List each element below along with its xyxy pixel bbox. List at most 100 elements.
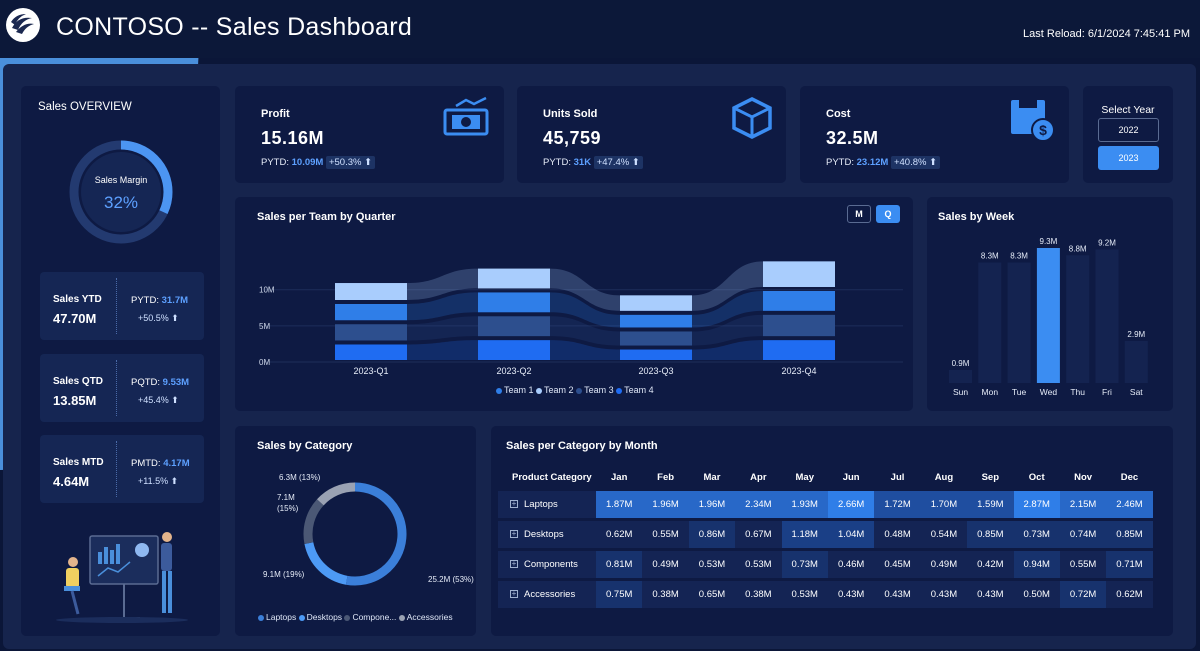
week-bar[interactable] <box>978 262 1002 383</box>
value-cell: 0.73M <box>1013 521 1060 548</box>
value-cell: 0.43M <box>920 581 968 608</box>
month-toggle-button[interactable]: M <box>847 205 871 223</box>
value-cell: 0.43M <box>827 581 875 608</box>
units-sold-value: 45,759 <box>543 128 602 148</box>
team-bar-segment[interactable] <box>763 340 835 360</box>
ribbon <box>407 340 478 360</box>
weekday-label: Sun <box>953 387 968 397</box>
week-bar[interactable] <box>1007 262 1031 383</box>
category-slice[interactable] <box>317 482 356 506</box>
team-bar-segment[interactable] <box>763 314 835 337</box>
expand-icon[interactable]: + <box>510 499 518 509</box>
quarter-toggle-button[interactable]: Q <box>876 205 900 223</box>
team-bar-segment[interactable] <box>335 324 407 341</box>
category-slice[interactable] <box>303 499 324 544</box>
category-month-table: Product Category Jan Feb Mar Apr May Jun Jul Au… <box>498 463 1153 611</box>
team-bar-segment[interactable] <box>335 283 407 301</box>
contoso-logo-icon <box>6 8 40 42</box>
table-header-row: Product Category Jan Feb Mar Apr May Jun Jul Au… <box>498 466 1153 488</box>
week-bar-label: 2.9M <box>1127 330 1145 339</box>
team-bar-segment[interactable] <box>620 314 692 328</box>
expand-icon[interactable]: + <box>510 559 518 569</box>
value-cell: 0.42M <box>967 551 1014 578</box>
team-bar-segment[interactable] <box>335 344 407 360</box>
week-bar[interactable] <box>1066 255 1090 383</box>
value-cell: 0.43M <box>967 581 1014 608</box>
value-cell: 0.38M <box>642 581 689 608</box>
team-bar-segment[interactable] <box>478 292 550 313</box>
month-header: Jul <box>890 471 905 483</box>
team-bar-segment[interactable] <box>763 261 835 287</box>
category-cell[interactable]: + Components <box>498 551 596 578</box>
legend-team1: Team 1 <box>496 385 534 395</box>
category-label: Components <box>524 559 578 570</box>
value-cell: 0.53M <box>781 581 828 608</box>
team-bar-segment[interactable] <box>478 268 550 289</box>
weekday-label: Wed <box>1040 387 1058 397</box>
team-legend: Team 1 Team 2 Team 3 Team 4 <box>496 385 654 395</box>
category-label: Laptops <box>524 499 558 510</box>
year-2023-button[interactable]: 2023 <box>1098 146 1159 170</box>
pytd-text: PYTD: 31.7M <box>131 295 189 306</box>
ribbon <box>692 314 763 346</box>
team-bar-segment[interactable] <box>335 304 407 321</box>
team-bar-segment[interactable] <box>620 295 692 311</box>
value-cell: 0.85M <box>967 521 1014 548</box>
week-bar[interactable] <box>1124 340 1148 383</box>
value-cell: 1.70M <box>920 491 968 518</box>
week-bar[interactable] <box>1095 249 1119 383</box>
team-bar-segment[interactable] <box>763 290 835 311</box>
pmtd-text: PMTD: 4.17M <box>131 458 190 469</box>
value-cell: 0.49M <box>920 551 968 578</box>
divider <box>116 441 117 497</box>
team-bar-segment[interactable] <box>620 331 692 346</box>
sales-by-week-chart: 0.9M Sun 8.3M Mon 8.3M Tue 9.3M Wed 8.8M Thu 9.2M F… <box>949 237 1148 397</box>
year-2022-button[interactable]: 2022 <box>1098 118 1159 142</box>
value-cell: 0.50M <box>1013 581 1060 608</box>
category-slice[interactable] <box>304 541 348 585</box>
week-bar-label: 8.8M <box>1069 244 1087 253</box>
category-data-label: 6.3M (13%) <box>279 473 321 482</box>
svg-text:$: $ <box>1039 122 1047 138</box>
category-cell[interactable]: + Desktops <box>498 521 596 548</box>
table-row: + Accessories 0.75M 0.38M 0.65M 0.38M 0.53M 0.4… <box>498 581 1153 608</box>
header: CONTOSO -- Sales Dashboard Last Reload: … <box>0 0 1200 58</box>
week-bar[interactable] <box>949 369 972 383</box>
team-bar-segment[interactable] <box>620 349 692 360</box>
people-illustration <box>56 532 188 623</box>
table-row: + Laptops 1.87M 1.96M 1.96M 2.34M 1.93M 2.66M 1.… <box>498 491 1153 518</box>
cost-card: Cost 32.5M PYTD: 23.12M +40.8% ⬆ $ <box>800 86 1069 183</box>
sales-by-category-chart: 25.2M (53%) 9.1M (19%) 7.1M (15%) 6.3M (13%) <box>263 473 474 586</box>
expand-icon[interactable]: + <box>510 529 518 539</box>
table-row: + Desktops 0.62M 0.55M 0.86M 0.67M 1.18M 1.04M 0… <box>498 521 1153 548</box>
units-pytd-value: 31K <box>573 157 592 168</box>
expand-icon[interactable]: + <box>510 589 518 599</box>
sales-mtd-label: Sales MTD <box>53 457 104 468</box>
legend-team4: Team 4 <box>616 385 654 395</box>
month-header: May <box>795 471 814 483</box>
category-label: Desktops <box>524 529 564 540</box>
units-sold-label: Units Sold <box>543 108 598 120</box>
category-cell[interactable]: + Laptops <box>498 491 596 518</box>
profit-label: Profit <box>261 108 290 120</box>
sales-mtd-value: 4.64M <box>53 474 90 489</box>
team-bar-segment[interactable] <box>478 316 550 337</box>
value-cell: 0.54M <box>920 521 968 548</box>
week-bar-label: 0.9M <box>952 359 970 368</box>
year-select-card: Select Year 2022 2023 <box>1083 86 1173 183</box>
value-cell: 2.34M <box>735 491 782 518</box>
category-cell[interactable]: + Accessories <box>498 581 596 608</box>
month-table-title: Sales per Category by Month <box>506 440 658 452</box>
week-bar[interactable] <box>1036 248 1060 383</box>
value-cell: 1.93M <box>781 491 828 518</box>
value-cell: 0.49M <box>642 551 689 578</box>
weekday-label: Sat <box>1130 387 1143 397</box>
team-bar-segment[interactable] <box>478 340 550 360</box>
product-category-header: Product Category <box>512 471 592 483</box>
legend-laptops: Laptops <box>258 612 296 622</box>
last-reload: Last Reload: 6/1/2024 7:45:41 PM <box>1023 28 1190 40</box>
category-slice[interactable] <box>345 482 407 586</box>
legend-team2: Team 2 <box>536 385 574 395</box>
month-header: Aug <box>934 471 954 483</box>
sales-qtd-card: Sales QTD 13.85M PQTD: 9.53M +45.4% ⬆ <box>40 354 204 422</box>
